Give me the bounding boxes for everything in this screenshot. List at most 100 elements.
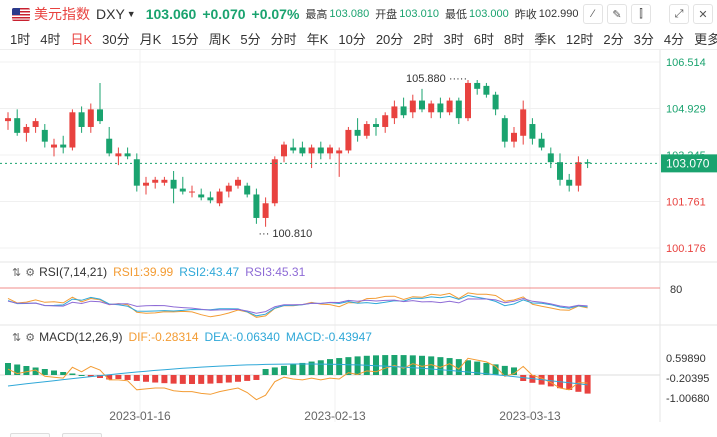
macd-bar xyxy=(78,375,85,376)
rsi2-value: RSI2:43.47 xyxy=(179,265,240,279)
candle-body xyxy=(281,144,287,157)
macd-axis-label: 0.59890 xyxy=(666,353,706,365)
period-tab[interactable]: 30分 xyxy=(102,32,130,47)
settings-icon[interactable]: ⚙ xyxy=(25,331,36,344)
chevron-down-icon[interactable]: ▼ xyxy=(126,9,136,19)
candle-body xyxy=(382,115,389,127)
candle-body xyxy=(23,126,30,133)
candle-body xyxy=(529,124,536,139)
quote-header: 美元指数 DXY ▼ 103.060 +0.070 +0.07% 最高 103.… xyxy=(0,0,717,28)
fullscreen-icon[interactable]: ⤢ xyxy=(669,4,689,24)
candle-body xyxy=(51,144,57,148)
macd-bar xyxy=(5,363,11,375)
scroll-right-button[interactable] xyxy=(62,433,102,437)
candle-body xyxy=(547,153,554,163)
period-tab[interactable]: 20分 xyxy=(375,32,404,47)
period-tab[interactable]: 5分 xyxy=(240,32,261,47)
macd-bar xyxy=(244,375,251,381)
candle-body xyxy=(308,147,315,154)
dif-value: DIF:-0.28314 xyxy=(128,330,199,344)
scroll-left-button[interactable] xyxy=(10,433,50,437)
high-annotation: 105.880 ····· xyxy=(406,73,467,85)
price-axis-label: 106.514 xyxy=(666,57,706,69)
candle-body xyxy=(14,118,21,133)
candle-body xyxy=(391,106,398,119)
macd-bar xyxy=(189,375,195,384)
macd-bar xyxy=(483,362,490,375)
macd-bar xyxy=(317,360,324,375)
draw-line-icon[interactable]: ⁄ xyxy=(583,4,603,24)
candle-body xyxy=(327,147,333,154)
candle-body xyxy=(152,179,159,183)
kline-chart[interactable]: 106.514104.929103.345101.761100.176103.0… xyxy=(0,50,717,437)
period-tab[interactable]: 3分 xyxy=(633,32,654,47)
period-tab[interactable]: 周K xyxy=(208,32,231,47)
candle-body xyxy=(143,182,149,186)
period-tab[interactable]: 8时 xyxy=(503,32,525,47)
candle-body xyxy=(87,109,94,127)
close-icon[interactable]: ✕ xyxy=(693,4,713,24)
period-tab[interactable]: 年K xyxy=(306,32,329,47)
macd-bar xyxy=(87,375,94,377)
candle-body xyxy=(557,162,563,180)
candle-body xyxy=(336,150,343,154)
period-tab[interactable]: 日K xyxy=(70,32,93,47)
period-tab[interactable]: 10分 xyxy=(338,32,366,47)
macd-bar xyxy=(235,375,241,382)
period-tab[interactable]: 2时 xyxy=(413,32,434,47)
period-tab[interactable]: 分时 xyxy=(270,32,297,47)
period-tab[interactable]: 季K xyxy=(534,32,556,47)
candle-body xyxy=(363,124,370,136)
period-tab[interactable]: 3时 xyxy=(443,32,464,47)
period-tab[interactable]: 15分 xyxy=(171,32,199,47)
macd-axis-label: -0.20395 xyxy=(666,373,709,385)
macd-bar xyxy=(584,375,591,394)
candle-body xyxy=(97,109,103,122)
candle-body xyxy=(538,138,545,148)
macd-bar xyxy=(69,373,76,375)
candle-body xyxy=(317,147,324,154)
candle-body xyxy=(290,147,297,151)
candle-body xyxy=(207,197,214,201)
pencil-icon[interactable]: ✎ xyxy=(607,4,627,24)
settings-icon[interactable]: ⚙ xyxy=(25,266,36,279)
macd-value: MACD:-0.43947 xyxy=(285,330,372,344)
candle-body xyxy=(501,118,508,142)
period-tab[interactable]: 月K xyxy=(139,32,162,47)
instrument-code[interactable]: DXY xyxy=(96,6,125,22)
dea-line xyxy=(7,363,588,387)
period-tabs: 1时 4时 日K 30分 月K 15分 周K 5分 分时 年K 10分 20分 2时 3时 6时 8时 季K 12… xyxy=(0,28,717,50)
period-tab[interactable]: 2分 xyxy=(603,32,624,47)
macd-bar xyxy=(419,355,425,375)
macd-bar xyxy=(14,364,21,375)
period-tab[interactable]: 4分 xyxy=(663,32,685,47)
price-axis-label: 101.761 xyxy=(666,197,706,209)
collapse-icon[interactable]: ⇅ xyxy=(12,266,22,279)
rsi3-line xyxy=(7,297,588,314)
instrument-name[interactable]: 美元指数 xyxy=(34,6,90,22)
period-tab[interactable]: 1时 xyxy=(10,32,31,47)
macd-bar xyxy=(465,360,471,375)
collapse-icon[interactable]: ⇅ xyxy=(12,331,22,344)
macd-bar xyxy=(115,375,122,379)
macd-bar xyxy=(373,355,379,375)
candle-body xyxy=(354,129,361,136)
candle-style-icon[interactable]: ⫿ xyxy=(631,4,651,24)
macd-bar xyxy=(281,365,287,375)
date-label: 2023-01-16 xyxy=(109,409,171,423)
period-tab[interactable]: 6时 xyxy=(473,32,494,47)
macd-bar xyxy=(400,355,407,375)
period-tab[interactable]: 12时 xyxy=(565,32,594,47)
prev-close-label: 昨收 xyxy=(514,9,537,21)
candle-body xyxy=(41,129,48,142)
candle-body xyxy=(32,121,39,127)
period-tab[interactable]: 4时 xyxy=(40,32,61,47)
macd-bar xyxy=(32,367,39,375)
price-change-pct: +0.07% xyxy=(251,6,300,22)
candle-body xyxy=(474,82,481,89)
price-axis-label: 100.176 xyxy=(666,243,706,255)
macd-bar xyxy=(216,375,223,384)
price-axis-label: 104.929 xyxy=(666,104,706,116)
rsi1-value: RSI1:39.99 xyxy=(113,265,174,279)
period-tab[interactable]: 更多 ▾ xyxy=(694,32,717,47)
